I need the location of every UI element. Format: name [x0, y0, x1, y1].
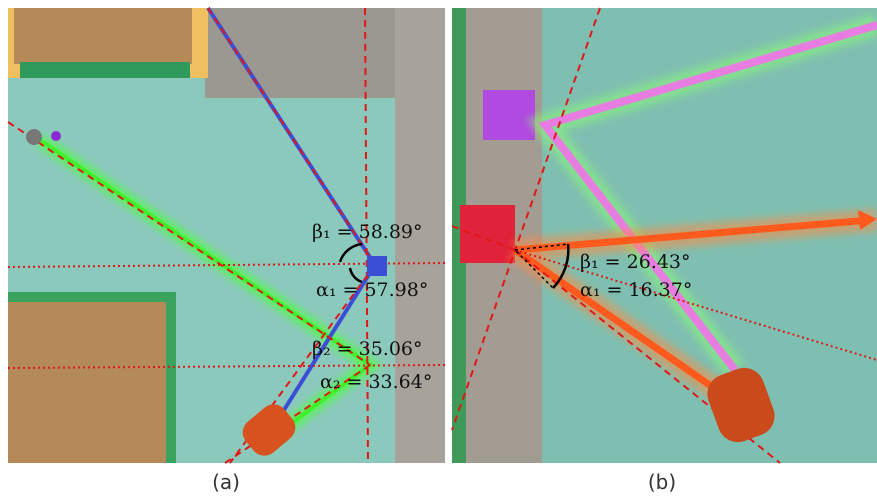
panel-a: β₁ = 58.89° α₁ = 57.98° β₂ = 35.06° α₂ =…	[8, 8, 445, 494]
panel-label: (b)	[648, 470, 676, 494]
angle-label: α₁ = 16.37°	[580, 279, 692, 301]
angle-label: β₁ = 58.89°	[312, 221, 423, 243]
angle-label: α₁ = 57.98°	[316, 279, 428, 301]
roof	[14, 8, 192, 64]
angle-label: β₂ = 35.06°	[312, 338, 423, 360]
figure: β₁ = 58.89° α₁ = 57.98° β₂ = 35.06° α₂ =…	[0, 0, 877, 498]
page: β₁ = 58.89° α₁ = 57.98° β₂ = 35.06° α₂ =…	[0, 0, 877, 498]
red-box	[460, 205, 515, 263]
angle-label: α₂ = 33.64°	[320, 371, 432, 393]
agent	[26, 129, 42, 145]
panel-b: β₁ = 26.43° α₁ = 16.37° (b)	[452, 8, 877, 494]
purple-box	[483, 90, 535, 140]
hedge	[20, 62, 190, 78]
angle-label: β₁ = 26.43°	[580, 251, 691, 273]
agent-marker	[51, 131, 61, 141]
blue-box	[367, 256, 387, 276]
panel-label: (a)	[212, 470, 240, 494]
building	[8, 302, 166, 463]
